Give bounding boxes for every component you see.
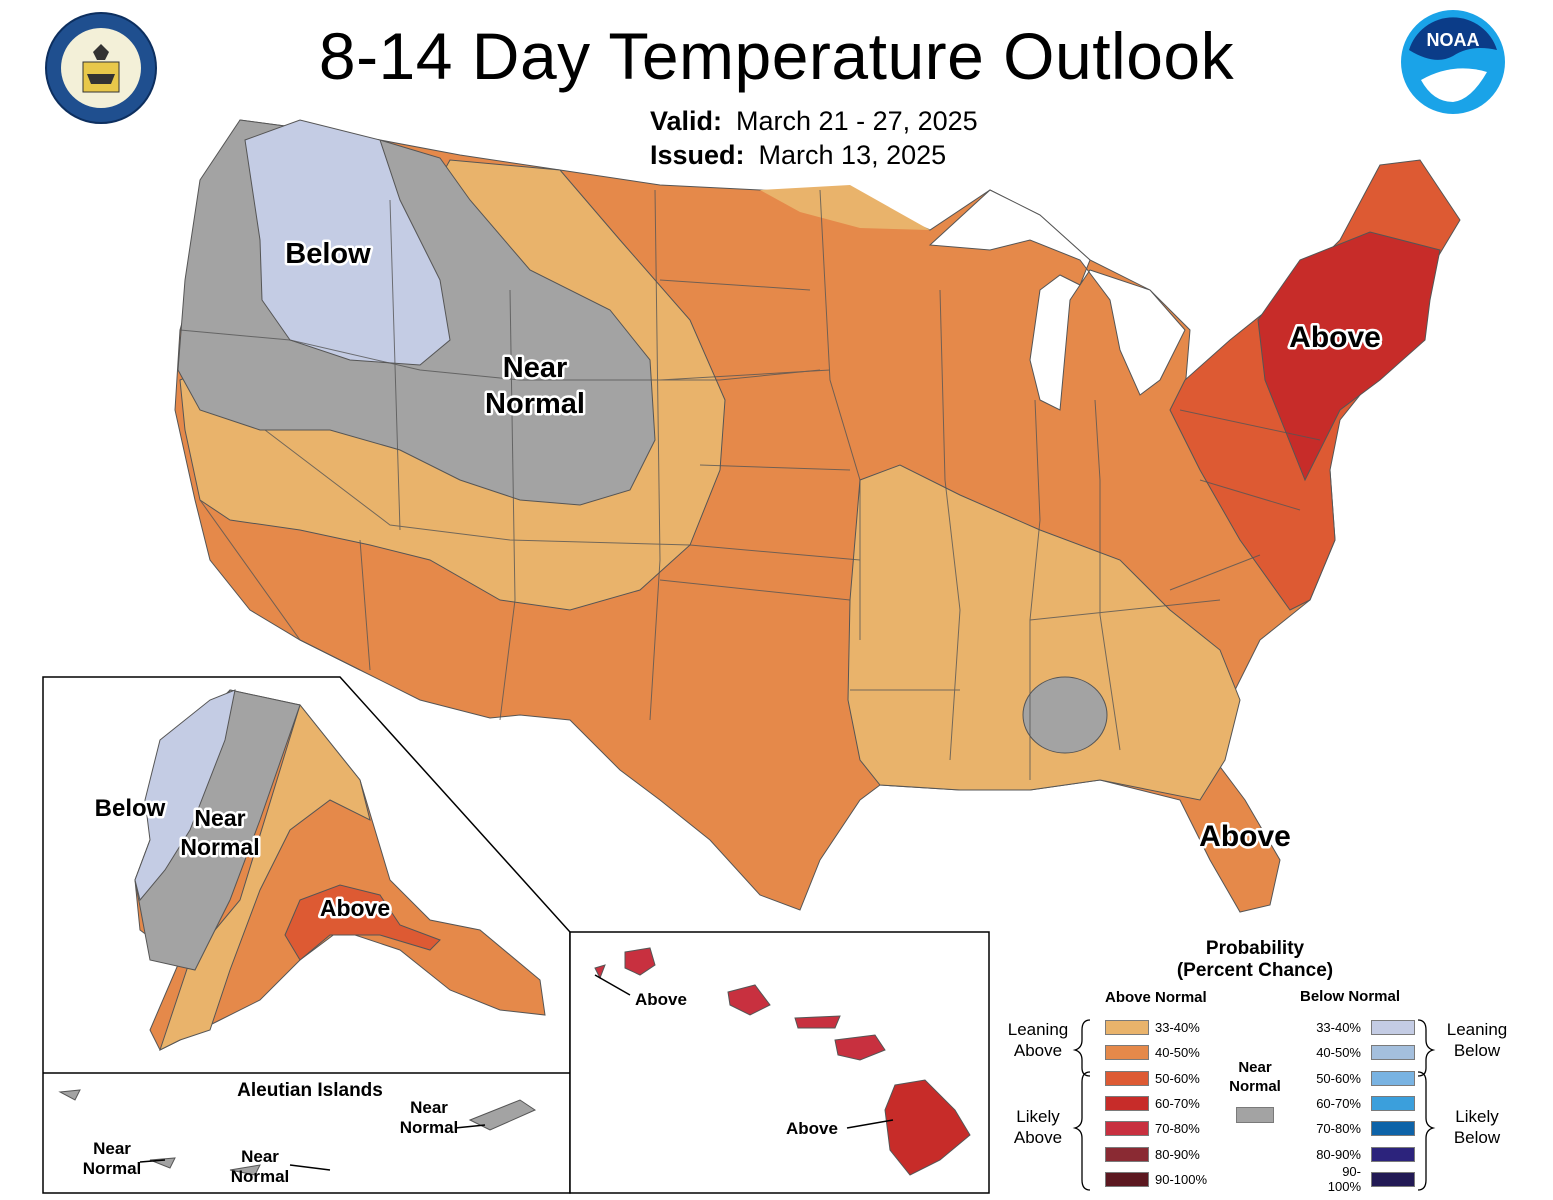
legend-likely-below: Likely Below [1453, 1107, 1501, 1147]
legend-below-swatch [1371, 1146, 1415, 1162]
legend-above-row: 60-70% [1105, 1095, 1200, 1112]
legend-below-row: 70-80% [1309, 1120, 1415, 1137]
issued-row: Issued: March 13, 2025 [650, 140, 946, 171]
legend-below-label: 33-40% [1316, 1020, 1361, 1035]
label-aleut-near-b1: Near [241, 1147, 279, 1166]
hawaii-niihau [594, 964, 606, 980]
legend-below-row: 40-50% [1309, 1044, 1415, 1061]
label-hi-above-1: Above [635, 990, 687, 1009]
label-aleut-near-c1: Near [410, 1098, 448, 1117]
legend-below-label: 70-80% [1316, 1121, 1361, 1137]
doc-seal-icon [45, 12, 157, 124]
label-ak-near-1: Near [194, 805, 245, 831]
legend-leaning-above: Leaning Above [1007, 1020, 1069, 1060]
legend-title-line-2: (Percent Chance) [1176, 960, 1334, 981]
legend-near-normal-swatch [1236, 1107, 1274, 1123]
legend-leaning-below: Leaning Below [1446, 1020, 1508, 1060]
hawaii-big-island [884, 1079, 971, 1176]
legend-below-row: 90-100% [1309, 1164, 1415, 1194]
legend-below-swatch [1371, 1121, 1415, 1137]
alaska-above-50-60-region [284, 884, 441, 961]
legend-above-swatch [1105, 1146, 1149, 1162]
label-aleut-near-c2: Normal [400, 1118, 459, 1137]
conus-above-33-40-north-region [760, 185, 930, 230]
legend-above-swatch [1105, 1171, 1149, 1187]
hawaii-kauai [624, 947, 656, 976]
legend-above-row: 40-50% [1105, 1044, 1200, 1061]
conus-below-region [244, 119, 451, 366]
legend-above-row: 33-40% [1105, 1019, 1200, 1036]
legend-below-head: Below Normal [1300, 988, 1401, 1005]
legend-above-swatch [1105, 1045, 1149, 1061]
legend-below-row: 33-40% [1309, 1019, 1415, 1036]
label-conus-above-ne: Above [1289, 321, 1381, 354]
state-boundaries [179, 189, 1321, 780]
legend-above-label: 90-100% [1155, 1171, 1208, 1187]
label-conus-near-1: Near [503, 352, 568, 384]
legend-above-row: 80-90% [1105, 1146, 1200, 1163]
page-title: 8-14 Day Temperature Outlook [318, 19, 1235, 93]
legend-above-head: Above Normal [1105, 989, 1207, 1006]
legend-title-line-1: Probability [1205, 938, 1305, 959]
label-aleutian-title: Aleutian Islands [237, 1080, 383, 1101]
legend-below-row: 80-90% [1309, 1146, 1415, 1163]
conus-near-normal-southeast-region [1022, 676, 1108, 754]
valid-label: Valid: [650, 106, 723, 136]
legend-above-swatch [1105, 1070, 1149, 1086]
legend-near-normal-label: Near Normal [1229, 1059, 1281, 1095]
legend-below-label: 60-70% [1316, 1095, 1361, 1111]
label-conus-below: Below [285, 238, 371, 270]
noaa-logo-text: NOAA [1427, 30, 1480, 50]
label-conus-near-2: Normal [485, 388, 585, 420]
conus-above-33-40-south-region [847, 464, 1241, 801]
label-conus-above-fl: Above [1199, 820, 1291, 853]
legend-above-swatch [1105, 1121, 1149, 1137]
label-ak-below: Below [95, 795, 166, 822]
legend-below-row: 50-60% [1309, 1070, 1415, 1087]
legend-brackets [1072, 1019, 1436, 1191]
label-aleut-near-a1: Near [93, 1139, 131, 1158]
legend-above-label: 70-80% [1155, 1121, 1200, 1137]
label-hi-above-2: Above [786, 1119, 838, 1138]
legend-below-label: 80-90% [1316, 1146, 1361, 1162]
conus-above-60-70-region [1257, 231, 1441, 482]
legend-likely-above: Likely Above [1013, 1107, 1063, 1147]
legend-above-label: 40-50% [1155, 1045, 1200, 1061]
legend-below-label: 50-60% [1316, 1070, 1361, 1086]
legend-below-swatch [1371, 1070, 1415, 1086]
legend-below-swatch [1371, 1020, 1415, 1035]
legend-above-row: 70-80% [1105, 1120, 1200, 1137]
legend-below-row: 60-70% [1309, 1095, 1415, 1112]
legend-above-row: 90-100% [1105, 1171, 1207, 1188]
issued-value: March 13, 2025 [758, 140, 947, 170]
label-ak-near-2: Normal [180, 834, 259, 860]
legend-below-swatch [1371, 1171, 1415, 1187]
valid-row: Valid: March 21 - 27, 2025 [650, 106, 978, 137]
legend-above-label: 80-90% [1155, 1146, 1200, 1162]
legend-below-label: 40-50% [1316, 1045, 1361, 1061]
noaa-logo-icon: NOAA [1401, 10, 1505, 114]
great-lakes-icon [928, 189, 1186, 411]
legend-below-swatch [1371, 1095, 1415, 1111]
label-ak-above: Above [320, 895, 390, 921]
alaska-aleutian-islands [58, 1089, 537, 1176]
legend-above-label: 33-40% [1155, 1020, 1200, 1035]
legend-below-label: 90-100% [1327, 1164, 1361, 1195]
legend-below-swatch [1371, 1045, 1415, 1061]
alaska-above-33-40-region [159, 703, 371, 1051]
label-aleut-near-b2: Normal [231, 1167, 290, 1186]
label-aleut-near-a2: Normal [83, 1159, 142, 1178]
hawaii-oahu [727, 984, 771, 1016]
legend-above-label: 50-60% [1155, 1070, 1200, 1086]
legend-above-swatch [1105, 1095, 1149, 1111]
legend-title: Probability (Percent Chance) [1140, 938, 1370, 982]
legend-above-row: 50-60% [1105, 1070, 1200, 1087]
alaska-below-region [134, 689, 236, 902]
valid-value: March 21 - 27, 2025 [736, 106, 978, 136]
legend-above-swatch [1105, 1020, 1149, 1035]
legend-above-label: 60-70% [1155, 1095, 1200, 1111]
issued-label: Issued: [650, 140, 745, 170]
hawaii-molokai-maui [794, 1015, 886, 1061]
